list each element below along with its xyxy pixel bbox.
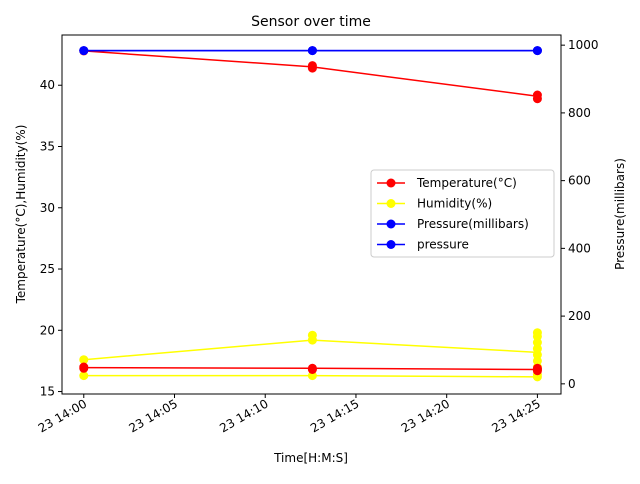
legend-box [370,169,555,258]
y-right-tick-label: 600 [568,174,591,188]
y-axis-left: 15 20 25 30 35 40 [40,78,62,399]
data-point [79,355,89,365]
series-line [83,374,538,378]
y-left-tick-label: 30 [40,201,55,215]
y-left-tick-label: 35 [40,139,55,153]
legend-label: Temperature(°C) [416,176,517,190]
legend-swatch-marker [386,219,396,229]
x-axis-label: Time[H:M:S] [273,451,348,465]
x-tick-label: 23 14:05 [127,396,180,435]
y-axis-right-label: Pressure(millibars) [613,158,627,270]
y-left-tick-label: 25 [40,262,55,276]
y-right-tick-label: 0 [568,377,576,391]
data-point [307,61,317,71]
data-point [307,364,317,374]
x-tick-label: 23 14:20 [399,396,452,435]
y-right-tick-label: 400 [568,241,591,255]
series-line [83,50,538,98]
x-tick-label: 23 14:00 [36,396,89,435]
y-left-tick-label: 15 [40,385,55,399]
y-axis-left-label: Temperature(°C),Humidity(%) [14,125,28,305]
data-point [79,363,89,373]
legend-swatch-marker [386,178,396,188]
data-point [79,46,89,56]
legend-label: Humidity(%) [417,197,492,211]
legend: Temperature(°C) Humidity(%) Pressure(milli… [370,169,555,258]
x-tick-label: 23 14:10 [217,396,270,435]
legend-swatch-marker [386,240,396,249]
legend-label: pressure [417,238,469,252]
x-tick-label: 23 14:25 [489,396,542,435]
plot-frame [61,34,562,395]
data-point [532,90,542,100]
data-point [307,46,317,56]
data-point [532,328,542,338]
x-axis: 23 14:00 23 14:05 23 14:10 23 14:15 23 14:20… [36,394,543,435]
data-point [532,363,542,373]
y-right-tick-label: 800 [568,106,591,120]
legend-label: Pressure(millibars) [417,217,529,231]
x-tick-label: 23 14:15 [308,396,361,435]
legend-swatch-marker [386,199,396,208]
data-point [307,330,317,340]
y-right-tick-label: 1000 [568,38,599,52]
chart-title: Sensor over time [251,14,371,30]
plot-area [79,46,542,382]
y-left-tick-label: 40 [40,78,55,92]
y-left-tick-label: 20 [40,323,55,337]
y-right-tick-label: 200 [568,309,591,323]
data-point [532,46,542,56]
y-axis-right: 0 200 400 600 800 1000 [561,38,599,391]
